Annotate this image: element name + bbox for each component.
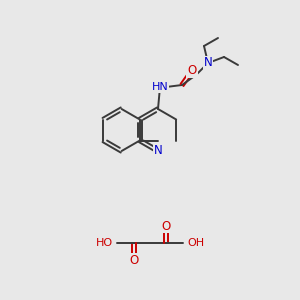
Text: O: O bbox=[161, 220, 171, 232]
Text: O: O bbox=[188, 64, 196, 77]
Text: O: O bbox=[129, 254, 139, 266]
Text: HN: HN bbox=[152, 82, 168, 92]
Text: HO: HO bbox=[96, 238, 113, 248]
Text: OH: OH bbox=[187, 238, 204, 248]
Text: N: N bbox=[204, 56, 212, 70]
Text: N: N bbox=[154, 145, 162, 158]
